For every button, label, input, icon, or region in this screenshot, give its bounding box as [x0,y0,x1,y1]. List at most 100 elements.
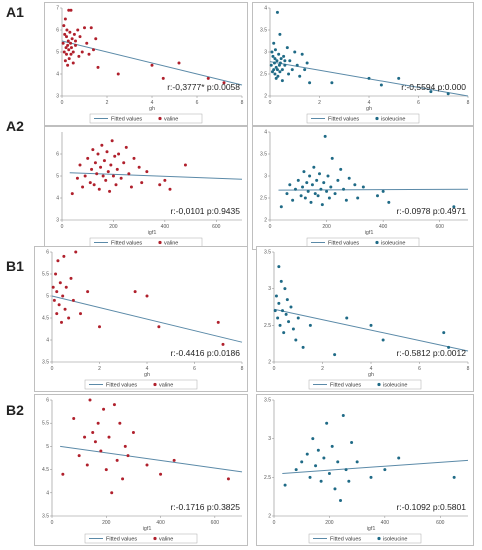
data-point [291,198,295,202]
data-point [369,323,373,327]
x-tick-label: 400 [381,520,390,526]
data-point [66,39,70,43]
data-point [63,59,67,63]
data-point [113,154,117,158]
data-point [327,471,331,475]
data-point [379,83,383,87]
plot-frame [256,246,474,392]
y-tick-label: 4.5 [42,467,49,473]
fitted-line [273,308,469,352]
data-point [287,320,291,324]
data-point [69,46,73,50]
data-point [62,254,66,258]
data-point [91,148,95,152]
data-point [313,192,317,196]
data-point [98,325,101,329]
data-point [65,35,68,39]
data-point [336,460,340,464]
data-point [157,325,161,329]
x-tick-label: 0 [51,366,54,372]
x-tick-label: 600 [436,520,445,526]
correlation-annotation: r:-0,5594 p:0.000 [401,82,466,92]
data-point [76,28,80,32]
legend-box [308,533,422,544]
data-point [63,32,67,36]
chart-a2-isoleucine: 2 2.5 3 3.5 4 0 200 400 600 igf1 r:-0.0978 p:0.497… [252,126,474,250]
data-point [273,57,277,61]
correlation-annotation: r:-0,3777* p:0.0058 [167,82,240,92]
y-tick-label: 2.5 [264,323,271,329]
data-point [293,50,297,54]
y-tick-label: 4 [264,130,267,136]
data-point [301,345,305,349]
legend-series-label: valine [164,241,178,247]
data-point [311,437,315,441]
plot-frame [44,126,248,250]
data-point [319,479,323,483]
x-tick-label: 4 [370,366,373,372]
legend-fit-label: Fitted values [111,241,142,247]
data-point [145,463,149,467]
data-point [222,81,226,85]
data-point [277,52,281,56]
x-tick-label: 0 [61,100,64,106]
y-tick-label: 3 [264,174,267,180]
data-point [272,68,276,72]
x-tick-label: 0 [273,366,276,372]
data-point [145,294,149,298]
correlation-annotation: r:-0.4416 p:0.0186 [171,348,241,358]
y-tick-label: 2 [268,360,271,366]
data-point [226,477,230,481]
data-point [66,63,70,67]
data-point [339,167,343,171]
data-point [397,456,401,460]
data-point [85,463,89,467]
data-point [296,316,300,320]
data-point [276,316,280,320]
data-point [74,39,77,43]
data-point [306,189,310,193]
x-tick-label: 8 [241,366,244,372]
data-point [75,176,79,180]
data-point [279,279,283,283]
data-point [87,52,91,56]
x-tick-label: 8 [241,100,244,106]
data-point [55,312,59,316]
data-point [60,320,63,324]
data-point [71,50,75,54]
data-point [274,65,278,69]
data-point [287,72,291,76]
data-point [367,76,371,80]
x-tick-label: 0 [273,520,276,526]
data-point [447,345,451,349]
data-point [320,203,324,207]
data-point [295,63,299,67]
data-point [319,187,323,191]
data-point [74,250,78,254]
legend-point-swatch [153,536,157,541]
data-point [69,276,73,280]
x-axis-label: igf1 [148,230,157,236]
data-point [56,259,60,263]
data-point [300,52,304,56]
data-point [333,487,337,491]
data-point [133,290,137,294]
y-tick-label: 5 [56,50,59,56]
legend-box [84,379,198,390]
data-point [329,185,333,189]
data-point [91,430,95,434]
data-point [96,152,100,156]
x-axis-label: gh [149,106,155,112]
data-point [344,198,348,202]
data-point [303,196,307,200]
data-point [369,475,373,479]
data-point [206,76,210,80]
correlation-annotation: r:-0,0101 p:0.9435 [171,206,241,216]
data-point [66,43,70,47]
data-point [63,17,67,21]
x-tick-label: 2 [318,100,321,106]
data-point [122,161,126,165]
data-point [288,183,292,187]
legend-series-label: isoleucine [381,117,405,123]
y-tick-label: 6 [56,28,59,34]
